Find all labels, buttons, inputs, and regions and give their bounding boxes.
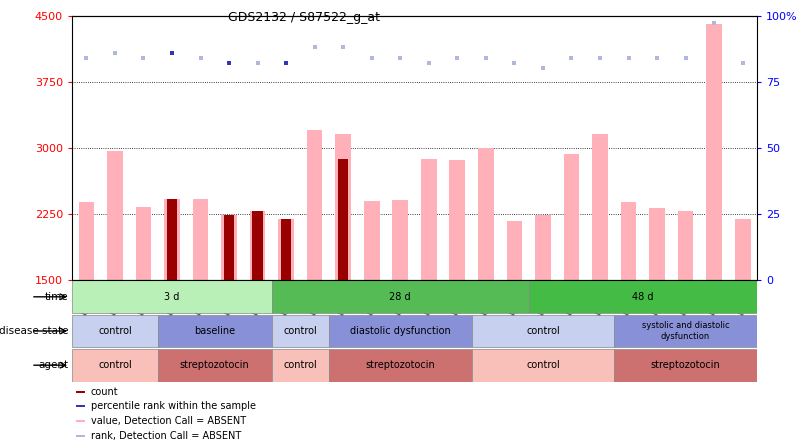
Bar: [336, 134, 351, 280]
Bar: [650, 208, 665, 280]
Bar: [678, 211, 694, 280]
Bar: [621, 202, 636, 280]
Text: systolic and diastolic
dysfunction: systolic and diastolic dysfunction: [642, 321, 730, 341]
Bar: [535, 215, 551, 280]
Bar: [72, 315, 158, 347]
Bar: [329, 349, 472, 381]
Text: diastolic dysfunction: diastolic dysfunction: [350, 326, 451, 336]
Bar: [421, 159, 437, 280]
Text: agent: agent: [38, 360, 69, 370]
Text: disease state: disease state: [0, 326, 69, 336]
Text: 48 d: 48 d: [632, 292, 654, 302]
Text: 28 d: 28 d: [389, 292, 411, 302]
Bar: [564, 154, 579, 280]
Bar: [252, 211, 263, 280]
Text: streptozotocin: streptozotocin: [365, 360, 435, 370]
Bar: [307, 130, 323, 280]
Bar: [329, 315, 472, 347]
Text: streptozotocin: streptozotocin: [650, 360, 720, 370]
Bar: [78, 202, 95, 280]
Bar: [338, 159, 348, 280]
Bar: [449, 160, 465, 280]
Bar: [76, 435, 85, 437]
Bar: [72, 281, 272, 313]
Bar: [224, 214, 234, 280]
Text: control: control: [98, 360, 132, 370]
Bar: [158, 315, 272, 347]
Text: rank, Detection Call = ABSENT: rank, Detection Call = ABSENT: [91, 431, 241, 441]
Bar: [735, 219, 751, 280]
Bar: [272, 349, 329, 381]
Text: control: control: [284, 360, 317, 370]
Bar: [76, 391, 85, 392]
Bar: [472, 315, 614, 347]
Bar: [614, 349, 757, 381]
Bar: [221, 214, 237, 280]
Text: streptozotocin: streptozotocin: [180, 360, 250, 370]
Bar: [529, 281, 757, 313]
Bar: [76, 420, 85, 422]
Text: 3 d: 3 d: [164, 292, 179, 302]
Bar: [76, 405, 85, 407]
Text: control: control: [98, 326, 132, 336]
Text: control: control: [526, 326, 560, 336]
Bar: [392, 201, 408, 280]
Bar: [614, 315, 757, 347]
Text: control: control: [526, 360, 560, 370]
Text: percentile rank within the sample: percentile rank within the sample: [91, 401, 256, 411]
Bar: [272, 315, 329, 347]
Text: GDS2132 / S87522_g_at: GDS2132 / S87522_g_at: [228, 11, 380, 24]
Bar: [135, 206, 151, 280]
Bar: [272, 281, 529, 313]
Bar: [107, 151, 123, 280]
Bar: [193, 199, 208, 280]
Bar: [167, 199, 177, 280]
Bar: [158, 349, 272, 381]
Bar: [164, 199, 179, 280]
Bar: [281, 219, 292, 280]
Bar: [278, 219, 294, 280]
Bar: [478, 148, 493, 280]
Bar: [250, 211, 265, 280]
Text: baseline: baseline: [194, 326, 235, 336]
Text: control: control: [284, 326, 317, 336]
Bar: [592, 135, 608, 280]
Bar: [72, 349, 158, 381]
Bar: [364, 201, 380, 280]
Bar: [472, 349, 614, 381]
Bar: [706, 24, 722, 280]
Text: value, Detection Call = ABSENT: value, Detection Call = ABSENT: [91, 416, 246, 426]
Text: count: count: [91, 387, 119, 396]
Text: time: time: [45, 292, 69, 302]
Bar: [506, 221, 522, 280]
